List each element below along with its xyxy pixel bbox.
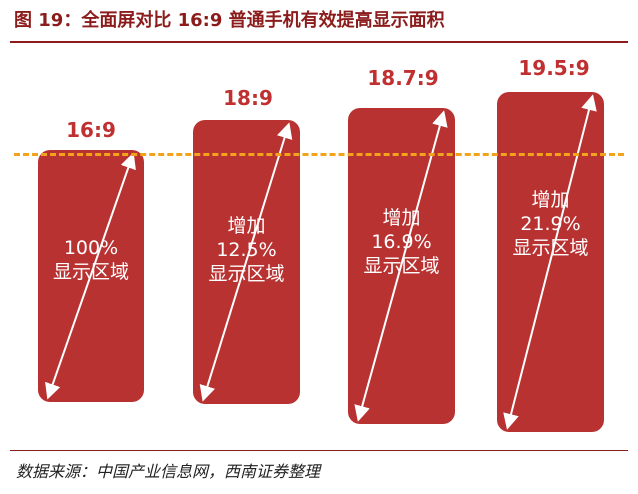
ratio-label-19-5-9: 19.5:9: [518, 56, 590, 80]
ratio-label-16-9: 16:9: [66, 118, 116, 142]
source-note: 数据来源：中国产业信息网，西南证券整理: [16, 462, 321, 481]
baseline-16-9-dashed-line: [14, 153, 624, 156]
diagonal-arrow-18-9: [199, 122, 293, 402]
diagonal-arrow-16-9: [45, 152, 136, 400]
title-divider: [10, 41, 628, 43]
diagonal-arrow-18-7-9: [354, 110, 448, 422]
source-divider: [10, 450, 628, 451]
diagonal-arrow-19-5-9: [503, 94, 597, 430]
ratio-label-18-9: 18:9: [223, 86, 273, 110]
ratio-label-18-7-9: 18.7:9: [367, 66, 439, 90]
figure-title: 图 19：全面屏对比 16:9 普通手机有效提高显示面积: [14, 10, 445, 31]
